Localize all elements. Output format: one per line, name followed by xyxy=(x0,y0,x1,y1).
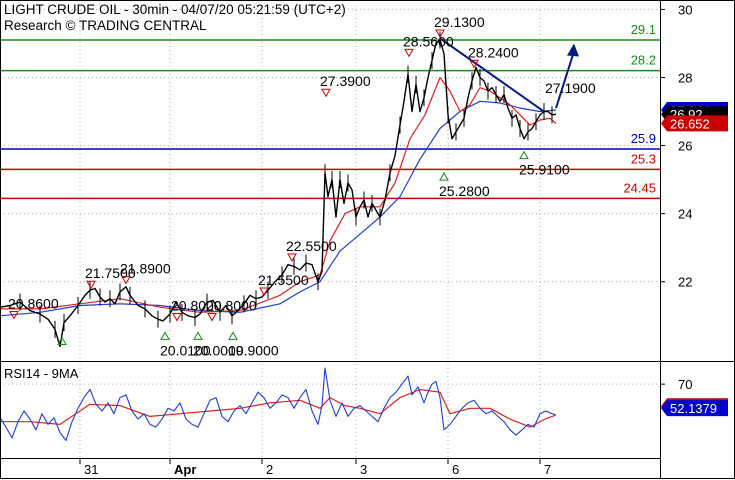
pivot-label: 25.9100 xyxy=(519,162,570,178)
pivot-bottom-marker xyxy=(57,336,67,345)
ma-red-line xyxy=(0,76,557,313)
rsi-y-tick-label: 70 xyxy=(678,377,692,392)
pivot-label: 20.8000 xyxy=(206,298,257,314)
pivot-bottom-marker xyxy=(228,331,238,340)
rsi-ma-line xyxy=(0,388,557,428)
rsi-panel xyxy=(0,364,660,458)
pivot-top-marker xyxy=(404,48,414,58)
pivot-label: 20.0100 xyxy=(160,342,211,358)
pivot-top-marker xyxy=(121,275,131,285)
pivot-label: 29.1300 xyxy=(434,14,485,30)
pivot-label: 20.8600 xyxy=(8,296,59,312)
level-label: 25.3 xyxy=(631,151,656,166)
x-tick-label: 7 xyxy=(544,462,551,477)
x-tick-label: 6 xyxy=(452,462,459,477)
y-tick-label: 26 xyxy=(678,139,692,154)
trend-line xyxy=(439,37,545,113)
value-box xyxy=(661,400,728,417)
pivot-label: 21.8900 xyxy=(120,260,171,276)
value-box-label: 52.1379 xyxy=(670,401,717,416)
pivot-label: 27.3900 xyxy=(320,73,371,89)
pivot-label: 20.8000 xyxy=(171,298,222,314)
x-tick-label: Apr xyxy=(174,462,196,477)
level-label: 29.1 xyxy=(631,22,656,37)
chart-title: LIGHT CRUDE OIL - 30min - 04/07/20 05:21… xyxy=(4,2,346,17)
pivot-top-marker xyxy=(86,280,96,290)
pivot-top-marker xyxy=(207,313,217,322)
y-tick-label: 28 xyxy=(678,70,692,85)
x-tick-label: 31 xyxy=(84,462,98,477)
pivot-top-marker xyxy=(469,59,479,69)
level-label: 25.9 xyxy=(631,131,656,146)
pivot-label: 21.5500 xyxy=(258,272,309,288)
pivot-top-marker xyxy=(9,311,19,320)
pivot-top-marker xyxy=(287,253,297,262)
rsi-line xyxy=(0,367,557,442)
pivot-top-marker xyxy=(435,29,445,39)
pivot-label: 19.9000 xyxy=(228,342,279,358)
projection-arrow-shaft xyxy=(555,51,575,109)
pivot-bottom-marker xyxy=(193,331,203,340)
rsi-title: RSI14 - 9MA xyxy=(4,366,79,381)
pivot-label: 28.2400 xyxy=(468,44,519,60)
value-box xyxy=(661,115,728,132)
level-label: 24.45 xyxy=(623,180,656,195)
pivot-bottom-marker xyxy=(519,150,529,160)
chart-subtitle: Research © TRADING CENTRAL xyxy=(4,18,207,33)
level-label: 28.2 xyxy=(631,53,656,68)
pivot-label: 20.0000 xyxy=(193,342,244,358)
ma-blue-line xyxy=(0,100,557,317)
projection-arrow-head xyxy=(567,43,579,57)
value-box-label: 26.652 xyxy=(670,116,710,131)
price-line xyxy=(0,39,557,348)
x-tick-label: 2 xyxy=(266,462,273,477)
y-tick-label: 30 xyxy=(678,2,692,17)
price-panel: 29.1 28.2 25.9 25.3 24.45 20.8600 21.750021.89… xyxy=(0,6,660,360)
pivot-label: 21.7500 xyxy=(85,265,136,281)
pivot-top-marker xyxy=(321,88,331,98)
x-tick-label: 3 xyxy=(360,462,367,477)
y-tick-label: 24 xyxy=(678,207,692,222)
pivot-bottom-marker xyxy=(160,331,170,340)
y-tick-label: 22 xyxy=(678,275,692,290)
pivot-bottom-marker xyxy=(439,172,449,181)
pivot-top-marker xyxy=(259,287,269,297)
pivot-label: 28.5600 xyxy=(403,33,454,49)
pivot-label: 22.5500 xyxy=(286,238,337,254)
pivot-label: 25.2800 xyxy=(439,183,490,199)
pivot-label: 27.1900 xyxy=(545,80,596,96)
pivot-top-marker xyxy=(172,313,182,322)
